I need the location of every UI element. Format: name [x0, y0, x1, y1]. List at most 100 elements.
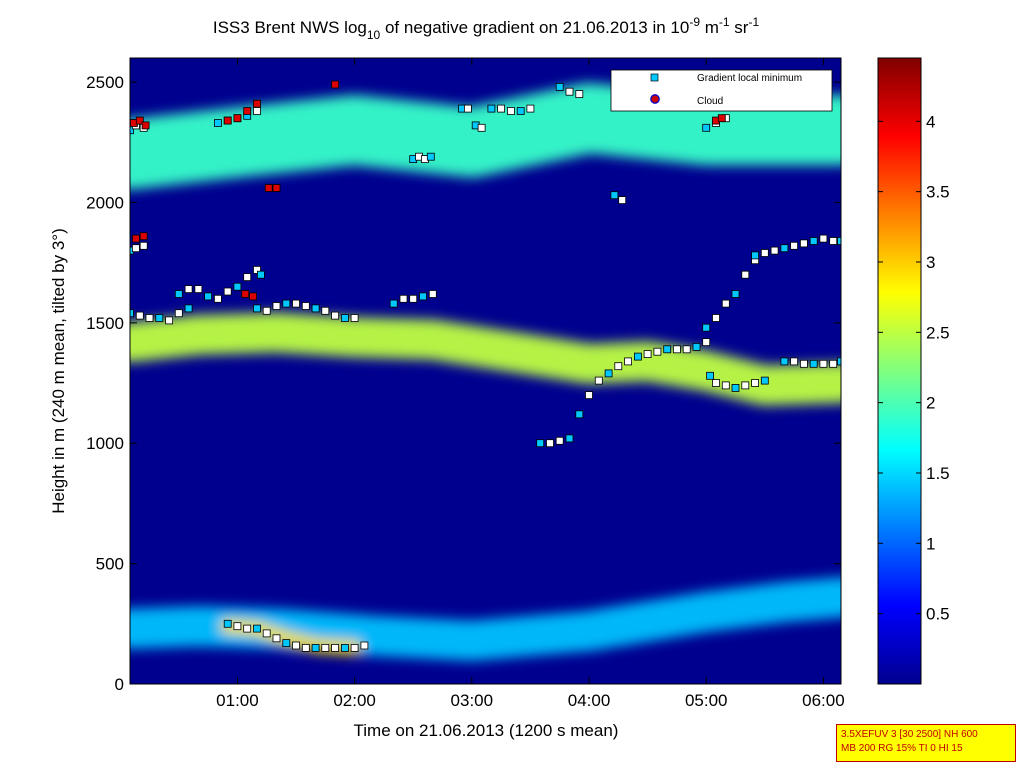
- gradient-minimum-marker: [618, 196, 627, 205]
- cloud-marker: [223, 116, 232, 125]
- gradient-minimum-marker: [213, 294, 222, 303]
- colorbar-tick-label: 2: [926, 394, 935, 413]
- cloud-marker: [141, 121, 150, 130]
- legend-minimum-marker: [650, 73, 659, 82]
- gradient-minimum-marker: [331, 311, 340, 320]
- gradient-minimum-marker: [139, 241, 148, 250]
- legend-cloud-label: Cloud: [697, 96, 723, 107]
- colorbar: 0.5 1 1.5 2 2.5 3 3.5 4: [877, 57, 950, 685]
- legend-cloud-marker: [650, 94, 660, 104]
- gradient-minimum-marker: [292, 299, 300, 308]
- gradient-minimum-marker: [760, 376, 769, 385]
- colorbar-ticks: 0.5 1 1.5 2 2.5 3 3.5 4: [878, 112, 950, 624]
- gradient-minimum-marker: [819, 359, 828, 368]
- gradient-minimum-marker: [770, 246, 779, 255]
- gradient-minimum-marker: [594, 376, 603, 385]
- gradient-minimum-marker: [321, 306, 330, 315]
- y-axis: 0 500 1000 1500 2000 2500: [86, 73, 841, 694]
- gradient-minimum-marker: [624, 357, 632, 366]
- gradient-minimum-marker: [751, 379, 759, 387]
- gradient-minimum-marker: [165, 316, 174, 325]
- cloud-marker: [139, 232, 148, 241]
- info-line-1: 3.5XEFUV 3 [30 2500] NH 600: [841, 729, 978, 740]
- gradient-minimum-marker: [546, 439, 554, 448]
- gradient-minimum-marker: [506, 107, 515, 115]
- gradient-minimum-marker: [331, 644, 340, 652]
- gradient-minimum-marker: [706, 371, 714, 380]
- gradient-minimum-marker: [790, 357, 798, 366]
- gradient-minimum-marker: [145, 314, 154, 322]
- gradient-minimum-marker: [194, 285, 203, 294]
- cloud-marker: [131, 234, 140, 243]
- gradient-minimum-marker: [702, 323, 711, 332]
- gradient-minimum-marker: [610, 191, 619, 200]
- gradient-minimum-marker: [497, 104, 506, 113]
- colorbar-tick-label: 2.5: [926, 323, 950, 342]
- cloud-marker: [264, 184, 273, 192]
- y-tick-label: 1500: [86, 314, 124, 333]
- gradient-minimum-marker: [223, 619, 232, 628]
- gradient-minimum-marker: [663, 345, 672, 354]
- legend: Gradient local minimum Cloud: [610, 69, 833, 112]
- gradient-minimum-marker: [428, 290, 437, 298]
- cloud-marker: [253, 99, 261, 108]
- gradient-minimum-marker: [809, 237, 818, 245]
- gradient-minimum-marker: [809, 359, 818, 368]
- gradient-minimum-marker: [565, 87, 574, 96]
- cloud-markers: [130, 80, 726, 301]
- gradient-minimum-marker: [256, 270, 265, 279]
- gradient-minimum-marker: [174, 309, 183, 318]
- gradient-minimum-marker: [360, 641, 369, 650]
- gradient-minimum-marker: [184, 285, 193, 294]
- gradient-minimum-marker: [419, 292, 427, 301]
- gradient-minimum-marker: [389, 299, 398, 308]
- y-tick-label: 500: [96, 555, 124, 574]
- cloud-marker: [233, 114, 242, 123]
- plot-area: [130, 58, 841, 684]
- gradient-minimum-marker: [262, 629, 271, 638]
- gradient-minimum-marker: [555, 436, 564, 445]
- gradient-minimum-marker: [751, 251, 759, 260]
- gradient-minimum-marker: [262, 306, 271, 315]
- gradient-minimum-marker: [702, 123, 711, 132]
- y-tick-label: 2000: [86, 193, 124, 212]
- gradient-minimum-marker: [282, 299, 291, 308]
- colorbar-tick-label: 4: [926, 112, 935, 131]
- gradient-minimum-marker: [575, 90, 584, 98]
- x-tick-label: 01:00: [216, 691, 259, 710]
- gradient-minimum-marker: [409, 294, 418, 303]
- heat-layer-3: [130, 312, 841, 406]
- gradient-minimum-marker: [837, 357, 841, 366]
- x-tick-label: 02:00: [333, 691, 376, 710]
- gradient-minimum-marker: [653, 347, 662, 356]
- legend-minimum-label: Gradient local minimum: [697, 73, 802, 84]
- cloud-marker: [331, 80, 340, 89]
- gradient-minimum-marker: [253, 624, 261, 633]
- gradient-minimum-marker: [301, 644, 310, 652]
- gradient-minimum-marker: [721, 381, 730, 390]
- colorbar-tick-label: 3.5: [926, 183, 950, 202]
- gradient-minimum-marker: [741, 381, 750, 390]
- info-box: 3.5XEFUV 3 [30 2500] NH 600 MB 200 RG 15…: [836, 724, 1016, 762]
- cloud-marker: [135, 116, 144, 125]
- gradient-minimum-marker: [174, 290, 183, 298]
- gradient-minimum-marker: [301, 302, 310, 310]
- gradient-minimum-marker: [272, 302, 281, 310]
- gradient-minimum-marker: [837, 237, 841, 245]
- y-tick-label: 2500: [86, 73, 124, 92]
- gradient-minimum-marker: [741, 270, 750, 279]
- gradient-minimum-marker: [350, 644, 359, 652]
- gradient-minimum-marker: [790, 241, 798, 250]
- gradient-minimum-marker: [131, 244, 140, 253]
- y-tick-label: 1000: [86, 434, 124, 453]
- legend-box: [610, 69, 833, 112]
- x-tick-label: 06:00: [802, 691, 845, 710]
- gradient-minimum-marker: [555, 83, 564, 91]
- gradient-minimum-marker: [760, 249, 769, 257]
- x-tick-label: 03:00: [451, 691, 494, 710]
- gradient-minimum-marker: [311, 644, 320, 652]
- gradient-minima-markers: [130, 83, 841, 652]
- gradient-minimum-marker: [253, 107, 261, 115]
- gradient-minimum-marker: [204, 292, 213, 301]
